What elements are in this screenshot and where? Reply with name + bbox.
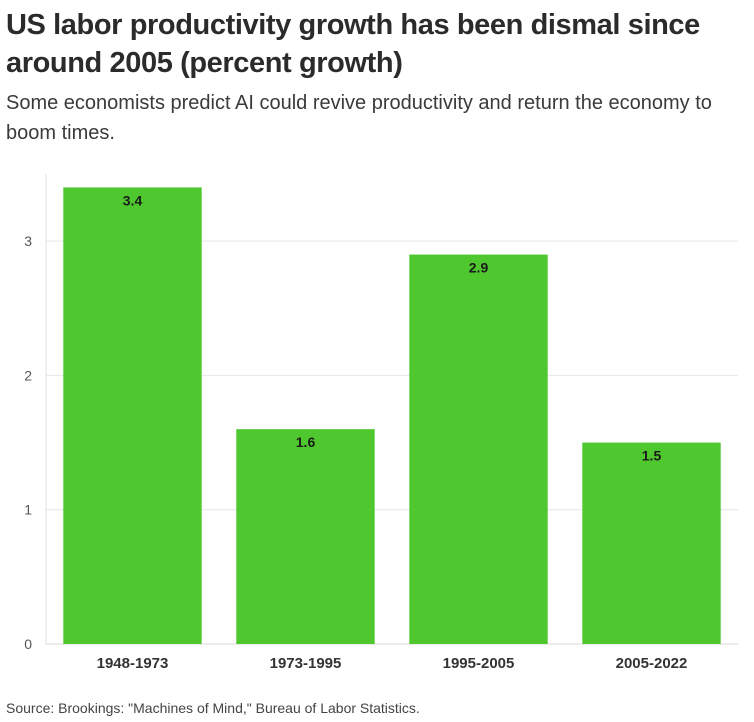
x-tick-label: 1973-1995 (270, 655, 342, 672)
bar (582, 442, 721, 644)
source-note: Source: Brookings: "Machines of Mind," B… (6, 700, 420, 716)
data-label: 1.5 (642, 448, 662, 464)
chart-subtitle: Some economists predict AI could revive … (6, 92, 712, 144)
data-label: 2.9 (469, 260, 489, 276)
bar (236, 429, 375, 644)
bar (63, 187, 202, 644)
y-tick-label: 3 (24, 233, 32, 249)
bar (409, 254, 548, 645)
data-label: 3.4 (123, 192, 143, 208)
x-tick-label: 2005-2022 (616, 655, 688, 672)
bar-chart: 0 1 2 3 3.4 1948-1973 1.6 1973-1995 2.9 1995-2005… (24, 174, 738, 672)
x-tick-label: 1948-1973 (97, 655, 169, 672)
y-tick-label: 1 (24, 502, 32, 518)
chart-title: US labor productivity growth has been di… (6, 9, 700, 79)
y-tick-label: 2 (24, 367, 32, 383)
x-tick-label: 1995-2005 (443, 655, 515, 672)
y-tick-label: 0 (24, 636, 32, 652)
data-label: 1.6 (296, 434, 316, 450)
